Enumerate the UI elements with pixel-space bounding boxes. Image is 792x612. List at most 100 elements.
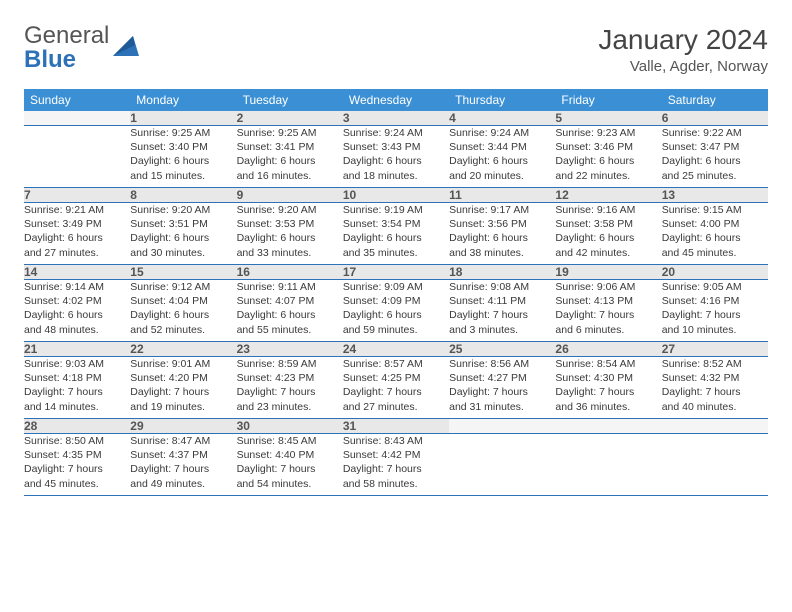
day-detail-cell: Sunrise: 8:56 AMSunset: 4:27 PMDaylight:… bbox=[449, 357, 555, 419]
day-number-cell: 10 bbox=[343, 188, 449, 203]
sunset-text: Sunset: 3:49 PM bbox=[24, 217, 130, 231]
day-number-cell: 8 bbox=[130, 188, 236, 203]
day-number-cell: 21 bbox=[24, 342, 130, 357]
daylight-text-1: Daylight: 7 hours bbox=[555, 308, 661, 322]
daylight-text-1: Daylight: 7 hours bbox=[449, 308, 555, 322]
daylight-text-2: and 14 minutes. bbox=[24, 400, 130, 414]
day-number-row: 123456 bbox=[24, 111, 768, 126]
sunrise-text: Sunrise: 9:01 AM bbox=[130, 357, 236, 371]
daylight-text-1: Daylight: 7 hours bbox=[662, 308, 768, 322]
daylight-text-2: and 3 minutes. bbox=[449, 323, 555, 337]
daylight-text-1: Daylight: 6 hours bbox=[449, 231, 555, 245]
daylight-text-2: and 22 minutes. bbox=[555, 169, 661, 183]
sunrise-text: Sunrise: 9:19 AM bbox=[343, 203, 449, 217]
sunset-text: Sunset: 4:11 PM bbox=[449, 294, 555, 308]
day-detail-cell: Sunrise: 8:52 AMSunset: 4:32 PMDaylight:… bbox=[662, 357, 768, 419]
daylight-text-2: and 31 minutes. bbox=[449, 400, 555, 414]
daylight-text-1: Daylight: 7 hours bbox=[555, 385, 661, 399]
day-detail-cell: Sunrise: 9:24 AMSunset: 3:43 PMDaylight:… bbox=[343, 126, 449, 188]
daylight-text-1: Daylight: 6 hours bbox=[449, 154, 555, 168]
day-number-cell: 31 bbox=[343, 419, 449, 434]
sunrise-text: Sunrise: 8:56 AM bbox=[449, 357, 555, 371]
sunrise-text: Sunrise: 8:50 AM bbox=[24, 434, 130, 448]
sunset-text: Sunset: 4:09 PM bbox=[343, 294, 449, 308]
daylight-text-2: and 48 minutes. bbox=[24, 323, 130, 337]
day-detail-cell: Sunrise: 8:45 AMSunset: 4:40 PMDaylight:… bbox=[237, 434, 343, 496]
day-detail-cell bbox=[24, 126, 130, 188]
day-number-row: 78910111213 bbox=[24, 188, 768, 203]
header: General Blue January 2024 Valle, Agder, … bbox=[24, 24, 768, 75]
title-block: January 2024 Valle, Agder, Norway bbox=[598, 24, 768, 75]
daylight-text-2: and 40 minutes. bbox=[662, 400, 768, 414]
day-number-row: 14151617181920 bbox=[24, 265, 768, 280]
daylight-text-2: and 38 minutes. bbox=[449, 246, 555, 260]
sunrise-text: Sunrise: 9:24 AM bbox=[449, 126, 555, 140]
weekday-header-row: Sunday Monday Tuesday Wednesday Thursday… bbox=[24, 89, 768, 111]
day-detail-cell: Sunrise: 9:15 AMSunset: 4:00 PMDaylight:… bbox=[662, 203, 768, 265]
daylight-text-1: Daylight: 7 hours bbox=[449, 385, 555, 399]
sunrise-text: Sunrise: 9:14 AM bbox=[24, 280, 130, 294]
day-detail-cell: Sunrise: 8:57 AMSunset: 4:25 PMDaylight:… bbox=[343, 357, 449, 419]
day-number-cell: 9 bbox=[237, 188, 343, 203]
sunrise-text: Sunrise: 8:54 AM bbox=[555, 357, 661, 371]
day-number-cell: 3 bbox=[343, 111, 449, 126]
day-number-cell: 7 bbox=[24, 188, 130, 203]
daylight-text-2: and 45 minutes. bbox=[24, 477, 130, 491]
sunrise-text: Sunrise: 9:06 AM bbox=[555, 280, 661, 294]
daylight-text-1: Daylight: 7 hours bbox=[343, 462, 449, 476]
day-detail-cell: Sunrise: 9:25 AMSunset: 3:41 PMDaylight:… bbox=[237, 126, 343, 188]
daylight-text-2: and 27 minutes. bbox=[343, 400, 449, 414]
day-detail-cell: Sunrise: 9:19 AMSunset: 3:54 PMDaylight:… bbox=[343, 203, 449, 265]
daylight-text-1: Daylight: 7 hours bbox=[343, 385, 449, 399]
day-number-cell bbox=[449, 419, 555, 434]
sunset-text: Sunset: 3:58 PM bbox=[555, 217, 661, 231]
day-number-cell: 5 bbox=[555, 111, 661, 126]
sunrise-text: Sunrise: 9:20 AM bbox=[130, 203, 236, 217]
sunset-text: Sunset: 4:35 PM bbox=[24, 448, 130, 462]
day-number-cell: 19 bbox=[555, 265, 661, 280]
sunrise-text: Sunrise: 9:21 AM bbox=[24, 203, 130, 217]
logo-text-general: General bbox=[24, 22, 109, 49]
day-number-cell: 28 bbox=[24, 419, 130, 434]
daylight-text-1: Daylight: 7 hours bbox=[130, 462, 236, 476]
day-detail-cell: Sunrise: 9:20 AMSunset: 3:51 PMDaylight:… bbox=[130, 203, 236, 265]
daylight-text-1: Daylight: 6 hours bbox=[130, 308, 236, 322]
daylight-text-2: and 33 minutes. bbox=[237, 246, 343, 260]
sunrise-text: Sunrise: 9:08 AM bbox=[449, 280, 555, 294]
sunset-text: Sunset: 4:02 PM bbox=[24, 294, 130, 308]
weekday-header: Friday bbox=[555, 89, 661, 111]
day-number-row: 28293031 bbox=[24, 419, 768, 434]
sunset-text: Sunset: 4:30 PM bbox=[555, 371, 661, 385]
daylight-text-2: and 19 minutes. bbox=[130, 400, 236, 414]
day-detail-cell: Sunrise: 9:24 AMSunset: 3:44 PMDaylight:… bbox=[449, 126, 555, 188]
day-detail-cell: Sunrise: 9:05 AMSunset: 4:16 PMDaylight:… bbox=[662, 280, 768, 342]
day-number-cell: 25 bbox=[449, 342, 555, 357]
sunset-text: Sunset: 3:47 PM bbox=[662, 140, 768, 154]
daylight-text-1: Daylight: 6 hours bbox=[24, 231, 130, 245]
day-number-cell: 17 bbox=[343, 265, 449, 280]
daylight-text-2: and 35 minutes. bbox=[343, 246, 449, 260]
sunrise-text: Sunrise: 9:05 AM bbox=[662, 280, 768, 294]
sunset-text: Sunset: 3:41 PM bbox=[237, 140, 343, 154]
day-detail-cell: Sunrise: 8:50 AMSunset: 4:35 PMDaylight:… bbox=[24, 434, 130, 496]
sunset-text: Sunset: 4:42 PM bbox=[343, 448, 449, 462]
day-number-cell: 23 bbox=[237, 342, 343, 357]
daylight-text-2: and 6 minutes. bbox=[555, 323, 661, 337]
sunrise-text: Sunrise: 9:25 AM bbox=[130, 126, 236, 140]
day-number-cell bbox=[662, 419, 768, 434]
daylight-text-1: Daylight: 6 hours bbox=[130, 154, 236, 168]
sunset-text: Sunset: 4:25 PM bbox=[343, 371, 449, 385]
daylight-text-1: Daylight: 6 hours bbox=[343, 154, 449, 168]
day-detail-cell: Sunrise: 9:03 AMSunset: 4:18 PMDaylight:… bbox=[24, 357, 130, 419]
day-detail-cell: Sunrise: 9:01 AMSunset: 4:20 PMDaylight:… bbox=[130, 357, 236, 419]
sunset-text: Sunset: 4:23 PM bbox=[237, 371, 343, 385]
sunrise-text: Sunrise: 9:12 AM bbox=[130, 280, 236, 294]
daylight-text-2: and 58 minutes. bbox=[343, 477, 449, 491]
daylight-text-1: Daylight: 6 hours bbox=[237, 231, 343, 245]
day-detail-row: Sunrise: 9:25 AMSunset: 3:40 PMDaylight:… bbox=[24, 126, 768, 188]
daylight-text-2: and 42 minutes. bbox=[555, 246, 661, 260]
sunset-text: Sunset: 4:18 PM bbox=[24, 371, 130, 385]
day-detail-cell: Sunrise: 8:43 AMSunset: 4:42 PMDaylight:… bbox=[343, 434, 449, 496]
day-number-cell: 14 bbox=[24, 265, 130, 280]
sunset-text: Sunset: 4:27 PM bbox=[449, 371, 555, 385]
